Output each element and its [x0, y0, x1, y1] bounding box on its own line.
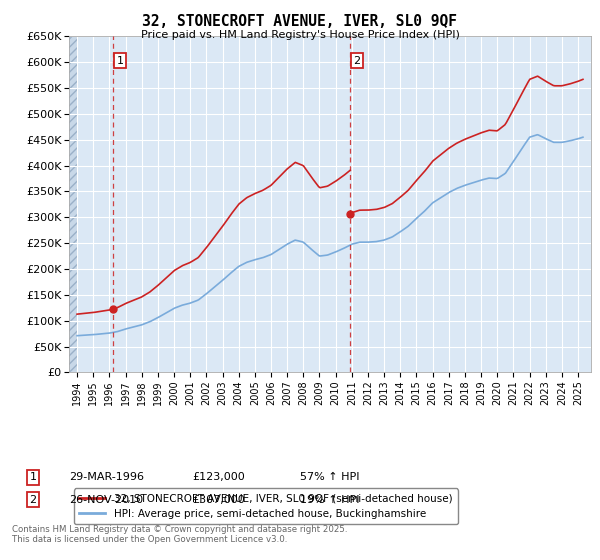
Text: Contains HM Land Registry data © Crown copyright and database right 2025.
This d: Contains HM Land Registry data © Crown c…	[12, 525, 347, 544]
Legend: 32, STONECROFT AVENUE, IVER, SL0 9QF (semi-detached house), HPI: Average price, : 32, STONECROFT AVENUE, IVER, SL0 9QF (se…	[74, 488, 458, 524]
Text: 1: 1	[29, 472, 37, 482]
Text: 32, STONECROFT AVENUE, IVER, SL0 9QF: 32, STONECROFT AVENUE, IVER, SL0 9QF	[143, 14, 458, 29]
Text: 2: 2	[29, 494, 37, 505]
Text: £123,000: £123,000	[192, 472, 245, 482]
Text: 57% ↑ HPI: 57% ↑ HPI	[300, 472, 359, 482]
Text: 26-NOV-2010: 26-NOV-2010	[69, 494, 143, 505]
Text: 19% ↑ HPI: 19% ↑ HPI	[300, 494, 359, 505]
Bar	[69, 36, 77, 372]
Text: 1: 1	[116, 55, 124, 66]
Text: 29-MAR-1996: 29-MAR-1996	[69, 472, 144, 482]
Text: £307,000: £307,000	[192, 494, 245, 505]
Text: 2: 2	[353, 55, 361, 66]
Text: Price paid vs. HM Land Registry's House Price Index (HPI): Price paid vs. HM Land Registry's House …	[140, 30, 460, 40]
